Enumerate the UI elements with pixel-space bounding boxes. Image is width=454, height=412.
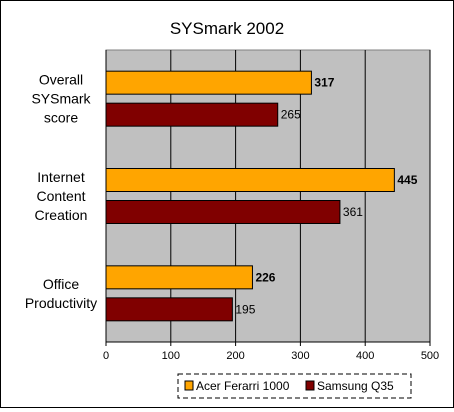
category-axis: Overall SYSmark score Internet Content Creati… bbox=[25, 50, 107, 342]
value-axis: 0 100 200 300 400 500 bbox=[103, 341, 439, 362]
tick-label-500: 500 bbox=[421, 350, 439, 362]
category-label-2: Office Productivity bbox=[25, 276, 97, 311]
value-label-1-series-1: 361 bbox=[343, 205, 363, 219]
legend-swatch-0 bbox=[184, 380, 194, 391]
bars bbox=[105, 70, 395, 322]
bar-1-series-1 bbox=[105, 200, 341, 224]
legend-label-1: Samsung Q35 bbox=[317, 379, 394, 393]
tick-label-100: 100 bbox=[162, 350, 180, 362]
legend-swatch-1 bbox=[305, 380, 315, 391]
tick-label-0: 0 bbox=[103, 350, 109, 362]
value-label-0-series-0: 317 bbox=[314, 76, 334, 90]
tick-label-200: 200 bbox=[226, 350, 244, 362]
bar-0-series-1 bbox=[105, 102, 279, 127]
chart-title: SYSmark 2002 bbox=[170, 19, 284, 38]
category-label-0: Overall SYSmark score bbox=[31, 72, 91, 126]
bar-2-series-0 bbox=[105, 265, 253, 290]
value-label-2-series-1: 195 bbox=[235, 302, 255, 316]
tick-label-300: 300 bbox=[291, 350, 309, 362]
category-label-1: Internet Content Creation bbox=[35, 169, 88, 223]
value-label-1-series-0: 445 bbox=[397, 173, 417, 187]
value-label-0-series-1: 265 bbox=[281, 108, 301, 122]
gridlines bbox=[170, 50, 431, 342]
bar-2-series-1 bbox=[105, 297, 233, 322]
legend: Acer Ferarri 1000 Samsung Q35 bbox=[177, 373, 412, 399]
legend-label-0: Acer Ferarri 1000 bbox=[196, 379, 290, 393]
value-labels: 317 265 445 361 226 195 bbox=[235, 76, 417, 317]
bar-1-series-0 bbox=[105, 168, 395, 192]
legend-box bbox=[177, 373, 412, 399]
plot-area bbox=[105, 49, 431, 343]
tick-label-400: 400 bbox=[356, 350, 374, 362]
value-label-2-series-0: 226 bbox=[255, 270, 275, 284]
bar-0-series-0 bbox=[105, 70, 312, 95]
